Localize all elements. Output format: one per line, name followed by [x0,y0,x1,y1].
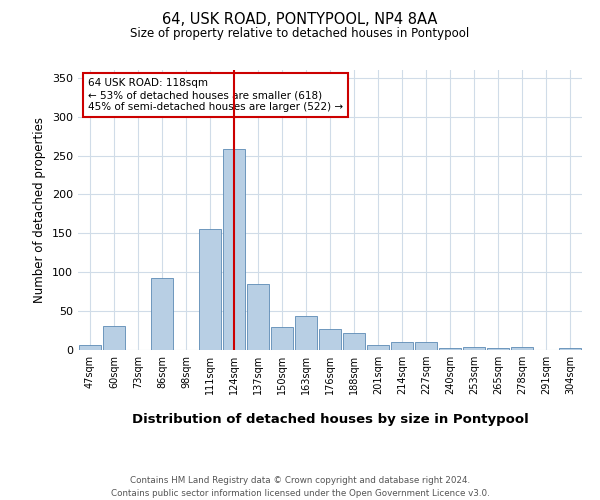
Bar [367,344,389,350]
Bar [151,278,173,350]
Text: Size of property relative to detached houses in Pontypool: Size of property relative to detached ho… [130,28,470,40]
Bar [559,348,581,350]
Bar [247,284,269,350]
Bar [415,342,437,350]
Text: Contains HM Land Registry data © Crown copyright and database right 2024.
Contai: Contains HM Land Registry data © Crown c… [110,476,490,498]
Bar [391,342,413,350]
Bar [223,150,245,350]
Y-axis label: Number of detached properties: Number of detached properties [34,117,46,303]
Text: Distribution of detached houses by size in Pontypool: Distribution of detached houses by size … [131,412,529,426]
Bar [487,348,509,350]
Bar [79,344,101,350]
Bar [199,230,221,350]
Bar [511,347,533,350]
Text: 64 USK ROAD: 118sqm
← 53% of detached houses are smaller (618)
45% of semi-detac: 64 USK ROAD: 118sqm ← 53% of detached ho… [88,78,343,112]
Bar [439,348,461,350]
Bar [343,333,365,350]
Text: 64, USK ROAD, PONTYPOOL, NP4 8AA: 64, USK ROAD, PONTYPOOL, NP4 8AA [163,12,437,28]
Bar [103,326,125,350]
Bar [295,316,317,350]
Bar [463,347,485,350]
Bar [319,329,341,350]
Bar [271,328,293,350]
